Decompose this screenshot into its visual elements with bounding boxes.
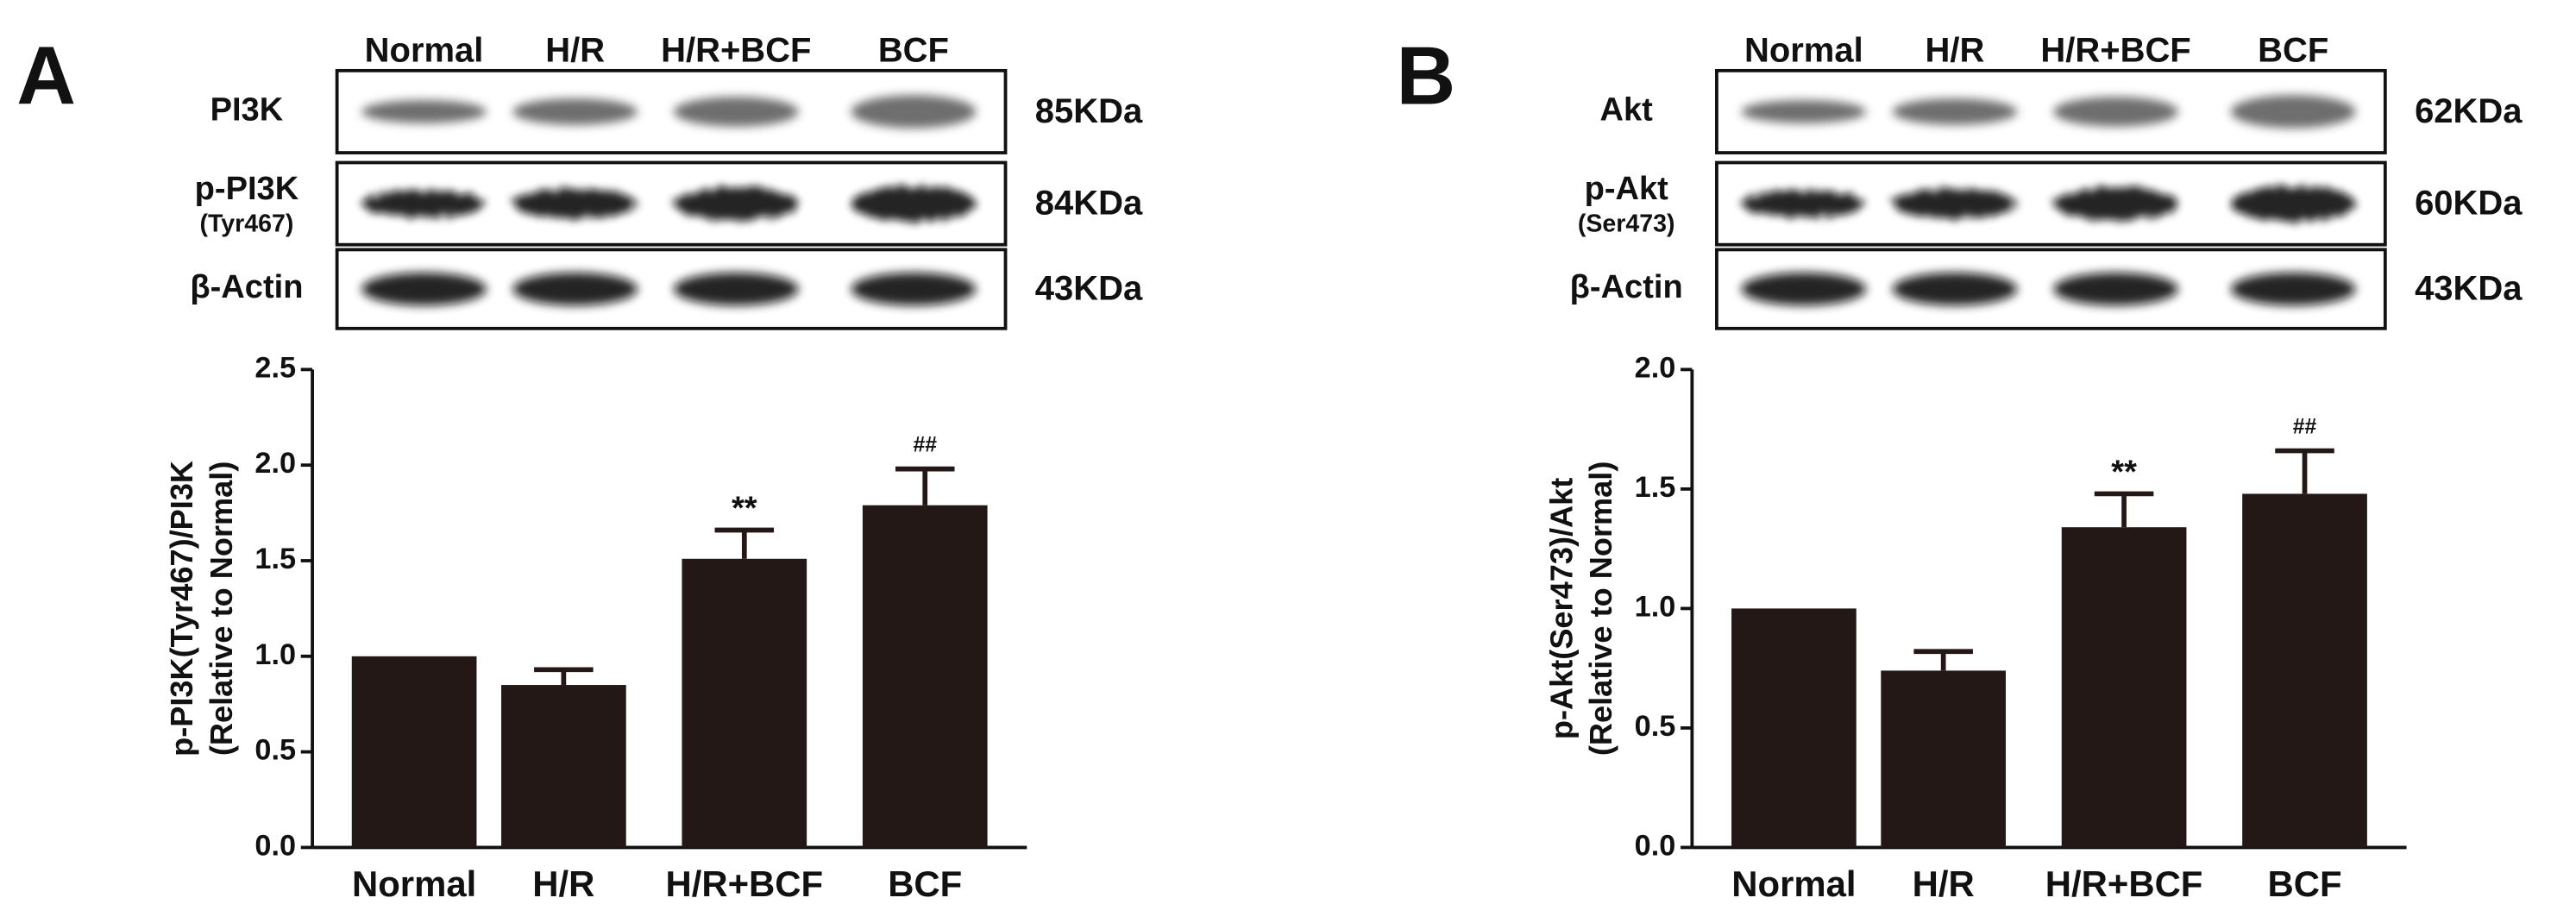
blot-band: [361, 273, 487, 306]
y-tick-label: 1.0: [254, 638, 296, 671]
blot-band: [361, 190, 487, 217]
significance: **: [2111, 455, 2137, 491]
error-bar: [2275, 448, 2334, 494]
blot-band: [512, 188, 638, 219]
x-tick-label: H/R+BCF: [2045, 863, 2203, 904]
lane-label: H/R: [545, 31, 605, 69]
blot-band: [1741, 273, 1867, 306]
blot-band: [1892, 98, 2018, 125]
blot-band: [851, 185, 977, 223]
blot-band: [673, 97, 799, 127]
row-label: Akt: [1600, 92, 1654, 129]
row-size: 60KDa: [2415, 185, 2523, 223]
blot-band: [1892, 273, 2018, 306]
row-sublabel: (Tyr467): [199, 210, 293, 237]
bar: [1881, 670, 2007, 848]
y-tick-label: 1.5: [1635, 471, 1676, 504]
significance: **: [732, 491, 757, 527]
row-size: 43KDa: [1035, 270, 1143, 308]
blot-band: [2053, 97, 2178, 127]
bar: [682, 558, 807, 848]
error-bar: [1913, 649, 1973, 671]
panel-label: A: [16, 30, 76, 122]
blot-band: [851, 95, 977, 129]
y-tick-label: 0.5: [254, 734, 296, 767]
bar: [351, 656, 477, 848]
blot-band: [851, 273, 977, 306]
bar: [862, 505, 988, 848]
row-label: PI3K: [210, 92, 284, 129]
row-size: 62KDa: [2415, 92, 2523, 130]
lane-label: H/R+BCF: [2040, 31, 2190, 69]
row-size: 43KDa: [2415, 270, 2523, 308]
y-tick-label: 1.0: [1635, 590, 1676, 623]
lane-label: BCF: [2258, 31, 2328, 69]
row-label: β-Actin: [1570, 269, 1683, 305]
y-axis-label: p-Akt(Ser473)/Akt: [1543, 478, 1579, 739]
bar: [2061, 527, 2187, 848]
bar: [1731, 608, 1857, 848]
x-tick-label: BCF: [888, 863, 962, 904]
y-tick-label: 1.5: [254, 543, 296, 575]
blot-band: [2053, 187, 2178, 221]
blot-band: [1741, 100, 1867, 123]
error-bar: [714, 527, 775, 559]
lane-label: H/R: [1926, 31, 1985, 69]
lane-label: H/R+BCF: [661, 31, 811, 69]
lane-label: BCF: [878, 31, 949, 69]
lane-label: Normal: [1744, 31, 1863, 69]
y-axis-label: p-PI3K(Tyr467)/PI3K: [164, 461, 199, 757]
row-label: p-PI3K: [195, 171, 299, 207]
x-tick-label: BCF: [2267, 863, 2341, 904]
blot-band: [673, 187, 799, 221]
blot-band: [2230, 185, 2356, 223]
bar: [2242, 493, 2367, 848]
blot-band: [2053, 273, 2178, 306]
blot-band: [1741, 190, 1867, 217]
significance: ##: [2293, 415, 2317, 438]
y-tick-label: 0.0: [254, 829, 296, 862]
panel-label: B: [1397, 30, 1456, 122]
y-axis-label: (Relative to Normal): [204, 462, 239, 757]
error-bar: [534, 667, 594, 686]
y-tick-label: 0.0: [1635, 829, 1676, 862]
y-axis-label: (Relative to Normal): [1583, 462, 1618, 757]
y-tick-label: 2.0: [1635, 351, 1676, 384]
x-tick-label: H/R: [1913, 863, 1975, 904]
blot-band: [2230, 273, 2356, 306]
row-size: 84KDa: [1035, 185, 1143, 223]
blot-band: [1892, 188, 2018, 219]
x-tick-label: H/R+BCF: [665, 863, 823, 904]
x-tick-label: Normal: [1731, 863, 1856, 904]
blot-band: [673, 273, 799, 306]
row-label: β-Actin: [190, 269, 303, 305]
y-tick-label: 2.0: [254, 447, 296, 480]
y-tick-label: 0.5: [1635, 710, 1676, 743]
error-bar: [895, 466, 955, 505]
blot-band: [361, 100, 487, 123]
lane-label: Normal: [365, 31, 484, 69]
blot-band: [512, 98, 638, 125]
row-sublabel: (Ser473): [1578, 210, 1675, 237]
blot-band: [512, 273, 638, 306]
row-size: 85KDa: [1035, 92, 1143, 130]
x-tick-label: H/R: [532, 863, 594, 904]
error-bar: [2094, 491, 2154, 528]
blot-band: [2230, 95, 2356, 129]
x-tick-label: Normal: [352, 863, 476, 904]
significance: ##: [913, 433, 937, 456]
y-tick-label: 2.5: [254, 351, 296, 384]
row-label: p-Akt: [1585, 171, 1669, 207]
bar: [501, 685, 626, 848]
